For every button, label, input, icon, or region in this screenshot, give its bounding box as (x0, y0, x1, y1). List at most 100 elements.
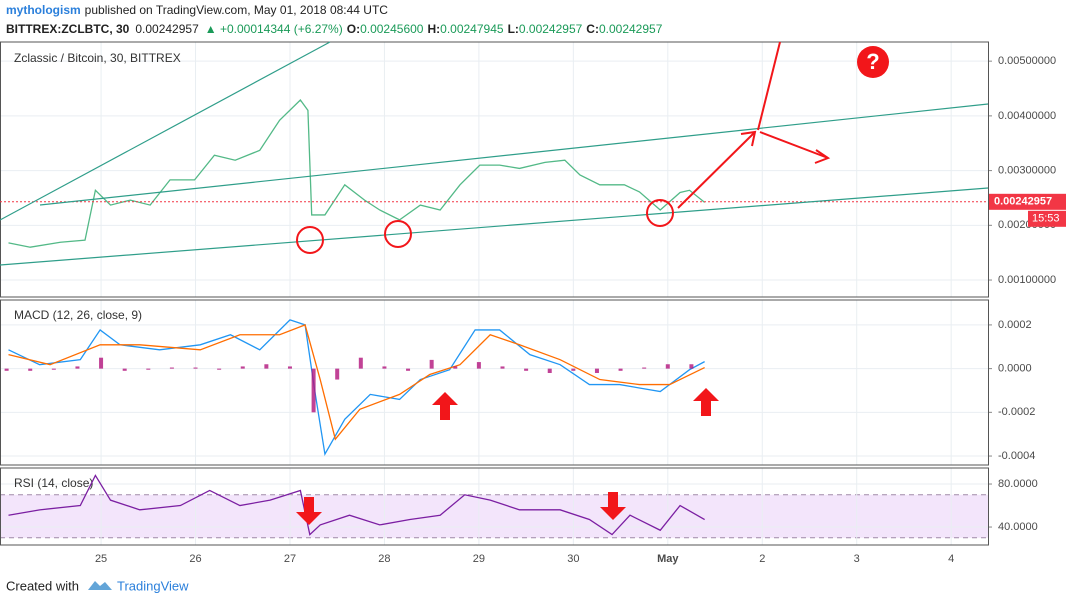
header-line-2: BITTREX:ZCLBTC, 30 0.00242957 ▲ +0.0001434… (6, 22, 663, 36)
circle-marker (384, 220, 412, 248)
panel-title: RSI (14, close) (14, 476, 93, 490)
countdown-box (1028, 210, 1066, 227)
y-tick-label: 0.00500000 (998, 55, 1056, 67)
countdown: 15:53 (1032, 213, 1060, 225)
arrow-head (814, 149, 831, 164)
last-price-label: 0.00242957 (994, 196, 1052, 208)
histogram-bar (51, 368, 56, 370)
panel-frame (0, 299, 989, 466)
histogram-bar (264, 364, 269, 369)
histogram-bar (571, 368, 576, 371)
histogram-bar (311, 368, 316, 413)
series-line (8, 319, 705, 456)
price: 0.00242957 (135, 22, 199, 36)
series-line (8, 474, 705, 536)
circle-marker (646, 199, 674, 227)
histogram-bar (429, 359, 434, 369)
c-value: 0.00242957 (599, 22, 663, 36)
histogram-bar (358, 357, 363, 369)
created-with: Created with (6, 578, 79, 593)
histogram-bar (169, 367, 174, 369)
l-label: L: (508, 22, 519, 36)
forecast-arrows (677, 41, 831, 209)
y-tick-label: 0.0002 (998, 319, 1032, 331)
histogram-bar (335, 368, 340, 380)
histogram-bar (99, 357, 104, 369)
y-tick-label: 0.00400000 (998, 110, 1056, 122)
y-tick-label: 0.00100000 (998, 274, 1056, 286)
histogram-bar (193, 367, 198, 369)
y-tick-label: 80.0000 (998, 478, 1038, 490)
x-tick-label: 29 (473, 553, 485, 565)
y-tick-label: 40.0000 (998, 521, 1038, 533)
histogram-bar (146, 368, 151, 370)
h-label: H: (427, 22, 440, 36)
trend-line (0, 41, 331, 221)
series-line (8, 99, 706, 248)
histogram-bar (618, 368, 623, 371)
h-value: 0.00247945 (440, 22, 504, 36)
logo (88, 581, 112, 590)
histogram-bar (28, 368, 33, 371)
trend-line (0, 187, 989, 266)
last-price-box (989, 193, 1066, 210)
panel-title: Zclassic / Bitcoin, 30, BITTREX (14, 51, 181, 65)
histogram-bar (547, 368, 552, 373)
histogram-bar (594, 368, 599, 373)
histogram-bar (75, 366, 80, 369)
c-label: C: (586, 22, 599, 36)
question-badge (857, 46, 889, 78)
histogram-bar (453, 366, 458, 369)
x-tick-label: 3 (854, 553, 860, 565)
drawings: ? (0, 41, 989, 525)
histogram-bar (476, 362, 481, 369)
author: mythologism (6, 3, 81, 17)
header-line-1: mythologism published on TradingView.com,… (6, 3, 388, 17)
histogram-bar (524, 368, 529, 371)
change: ▲ +0.00014344 (+6.27%) (205, 22, 343, 36)
x-tick-label: 30 (567, 553, 579, 565)
o-value: 0.00245600 (360, 22, 424, 36)
histogram-bar (240, 366, 245, 369)
histogram-bar (287, 366, 292, 369)
arrow-head (740, 130, 757, 147)
published: published on TradingView.com, May 01, 20… (85, 3, 389, 17)
down-arrow (600, 492, 626, 520)
histogram-bar (689, 364, 694, 369)
histogram-bar (642, 367, 647, 369)
o-label: O: (347, 22, 360, 36)
x-tick-label: May (657, 553, 679, 565)
series-line (8, 324, 705, 441)
arrow-line (759, 131, 829, 159)
x-tick-label: 2 (759, 553, 765, 565)
y-tick-label: 0.0000 (998, 363, 1032, 375)
panel-frame (0, 467, 989, 546)
y-tick-label: -0.0004 (998, 450, 1035, 462)
symbol: BITTREX:ZCLBTC, 30 (6, 22, 130, 36)
y-tick-label: 0.00300000 (998, 165, 1056, 177)
question-mark: ? (866, 49, 879, 74)
arrow-line (757, 41, 781, 131)
x-tick-label: 26 (189, 553, 201, 565)
up-arrow (432, 392, 458, 420)
histogram-bar (217, 368, 222, 370)
x-tick-label: 4 (948, 553, 954, 565)
panels: 0.001000000.002000000.003000000.00400000… (0, 41, 1066, 565)
panel-title: MACD (12, 26, close, 9) (14, 308, 142, 322)
x-tick-label: 28 (378, 553, 390, 565)
brand: TradingView (117, 578, 189, 593)
y-tick-label: -0.0002 (998, 406, 1035, 418)
circle-marker (296, 226, 324, 254)
down-arrow (296, 497, 322, 525)
histogram-bar (382, 366, 387, 369)
x-tick-label: 25 (95, 553, 107, 565)
histogram-bar (406, 368, 411, 371)
x-tick-label: 27 (284, 553, 296, 565)
histogram-bar (4, 368, 9, 371)
trend-line (39, 103, 989, 206)
up-arrow (693, 388, 719, 416)
l-value: 0.00242957 (519, 22, 583, 36)
arrow-line (677, 131, 756, 209)
